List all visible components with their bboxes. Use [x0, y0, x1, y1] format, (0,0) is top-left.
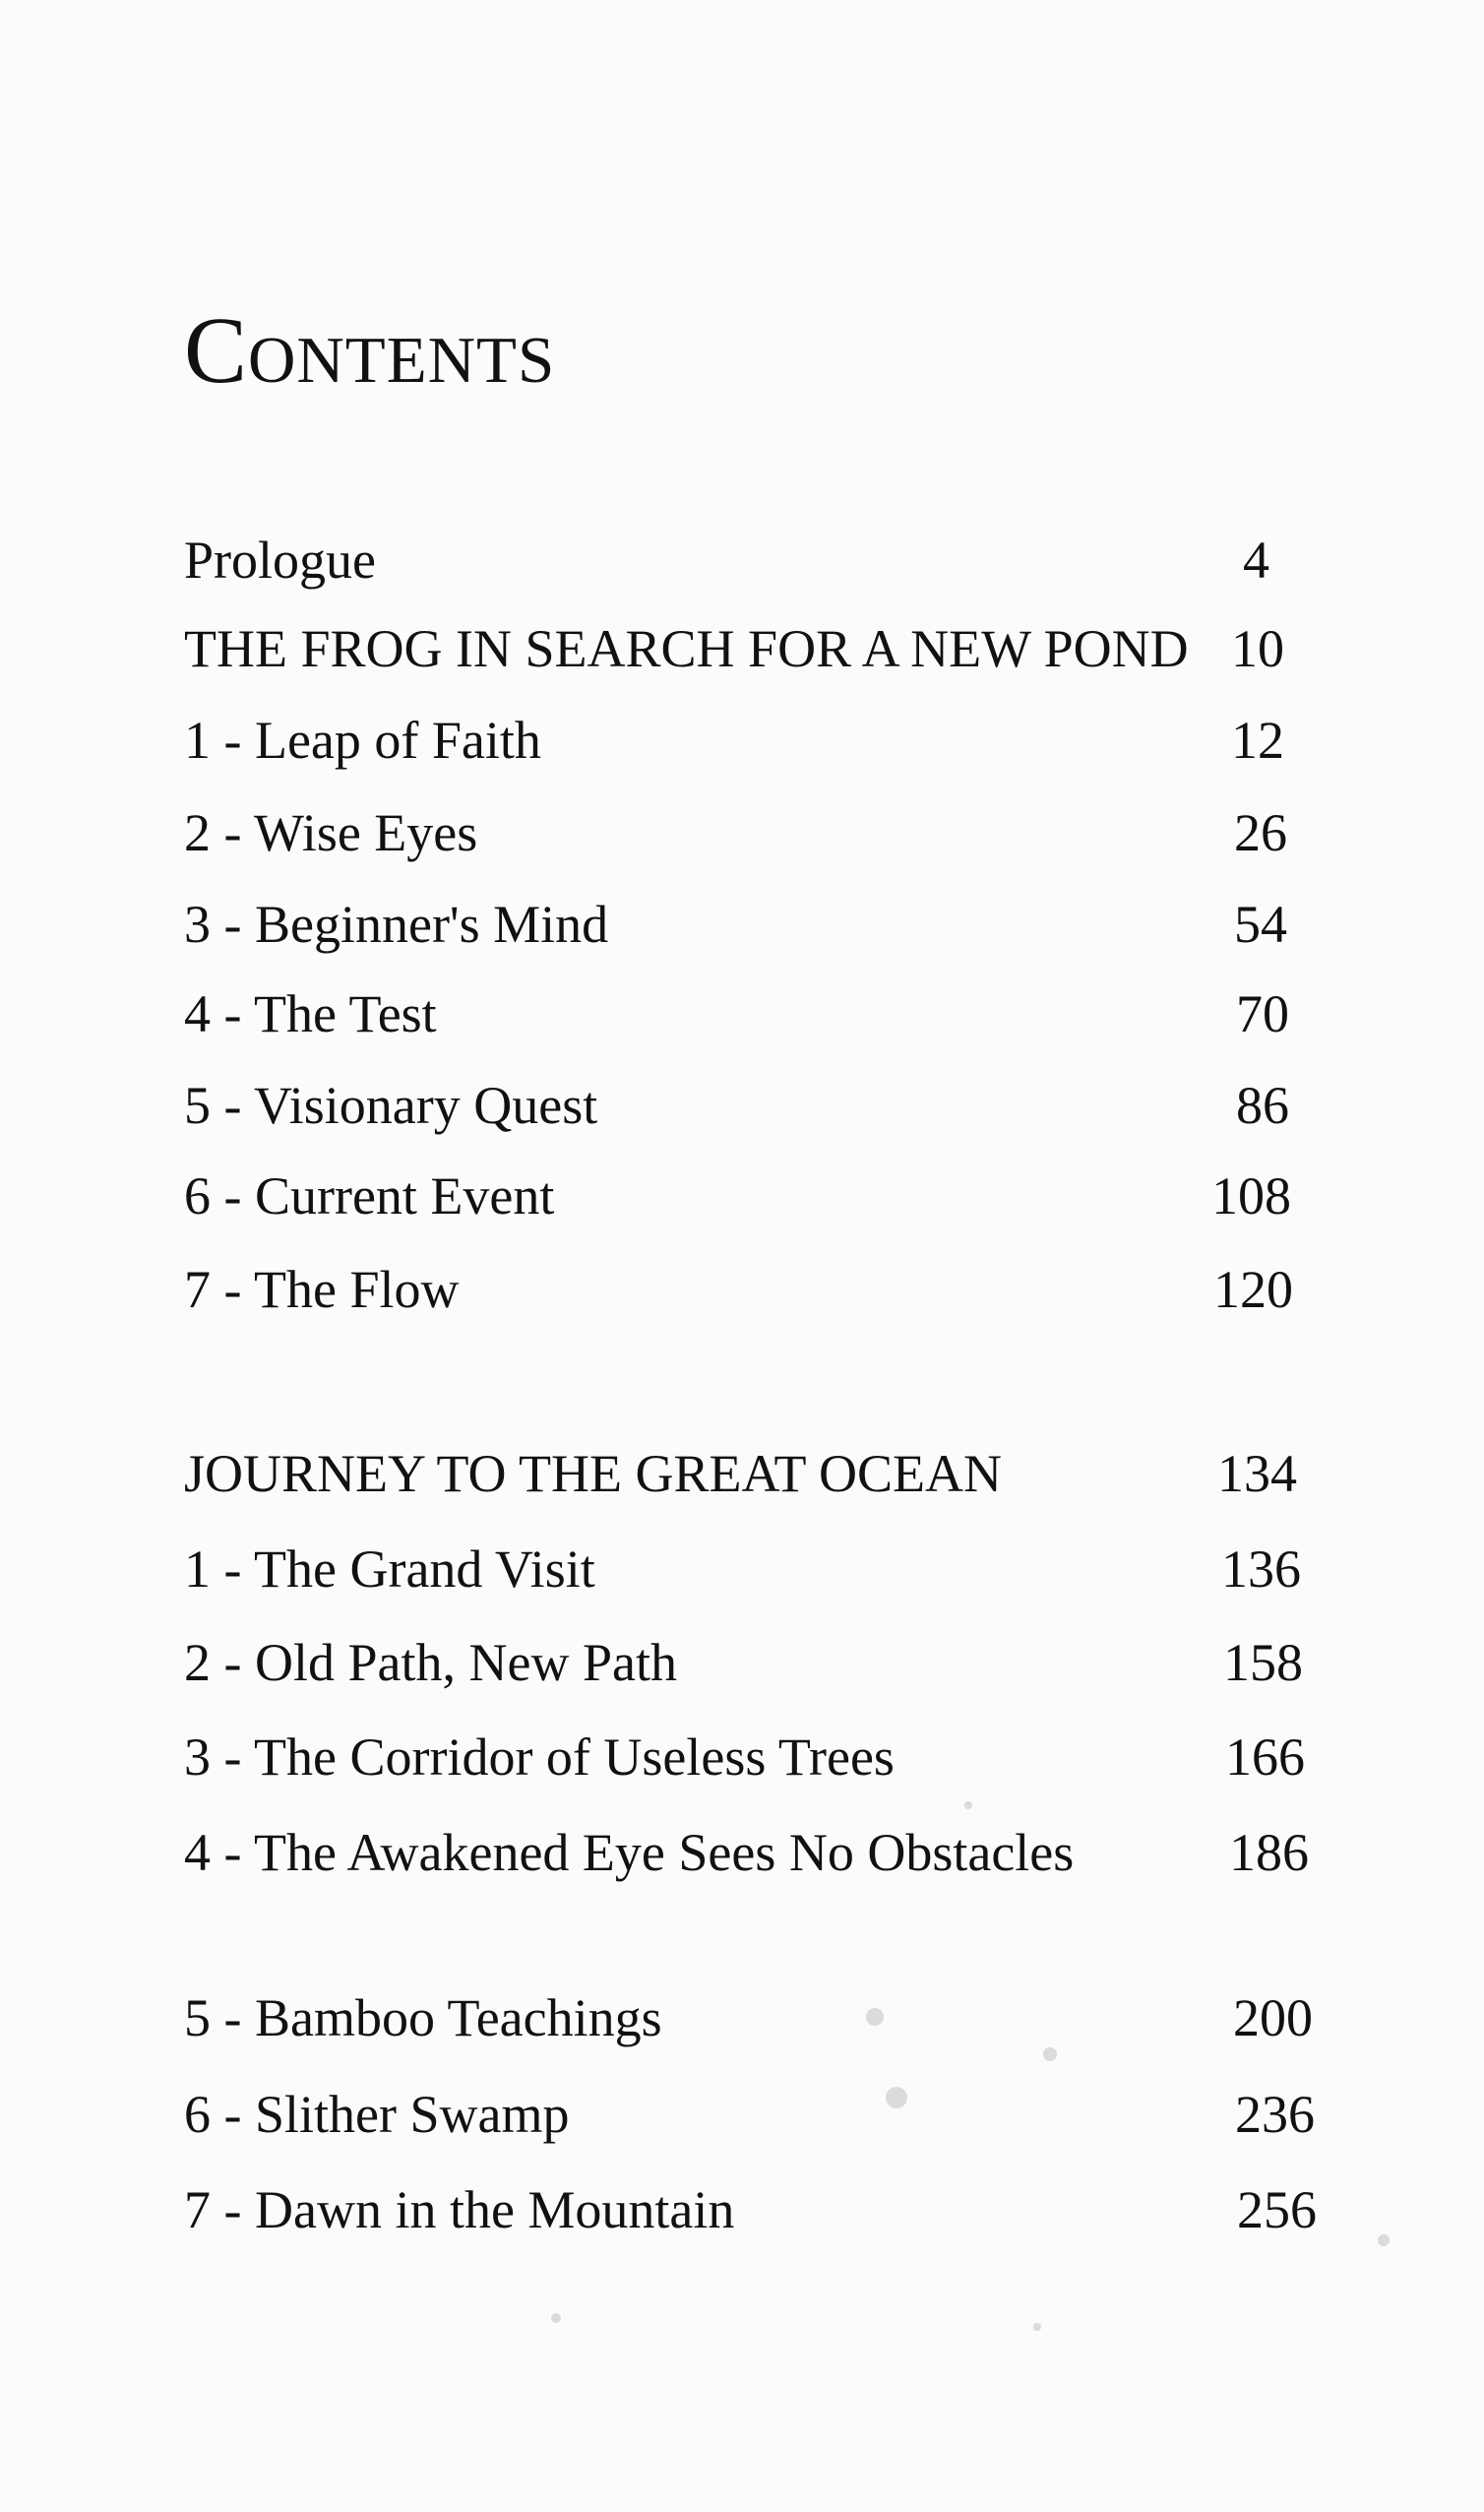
- toc-entry: 5 - Bamboo Teachings 200: [184, 1983, 1313, 2052]
- toc-entry: 3 - The Corridor of Useless Trees 166: [184, 1723, 1305, 1791]
- toc-entry-page: 186: [1229, 1823, 1309, 1882]
- paper-speck: [886, 2087, 907, 2108]
- toc-entry: 5 - Visionary Quest 86: [184, 1071, 1289, 1140]
- paper-speck: [1033, 2323, 1041, 2331]
- toc-entry: 6 - Slither Swamp 236: [184, 2080, 1315, 2149]
- toc-entry-title: 4 - The Awakened Eye Sees No Obstacles: [184, 1823, 1075, 1882]
- toc-entry-page: 12: [1231, 711, 1284, 770]
- toc-entry-title: 7 - Dawn in the Mountain: [184, 2180, 735, 2239]
- toc-entry-title: 6 - Current Event: [184, 1166, 555, 1225]
- toc-entry-page: 108: [1211, 1166, 1291, 1225]
- toc-entry: 2 - Old Path, New Path 158: [184, 1628, 1303, 1697]
- toc-entry-page: 10: [1231, 619, 1284, 678]
- paper-speck: [964, 1801, 972, 1809]
- toc-entry-title: 5 - Visionary Quest: [184, 1076, 598, 1135]
- toc-entry-page: 166: [1225, 1727, 1305, 1787]
- toc-entry-title: 1 - Leap of Faith: [184, 711, 541, 770]
- toc-entry: 7 - Dawn in the Mountain 256: [184, 2175, 1317, 2244]
- toc-entry-title: 3 - The Corridor of Useless Trees: [184, 1727, 895, 1787]
- toc-entry-title: 5 - Bamboo Teachings: [184, 1988, 662, 2047]
- paper-speck: [551, 2313, 561, 2323]
- toc-entry: 4 - The Awakened Eye Sees No Obstacles 18…: [184, 1818, 1309, 1887]
- toc-entry-page: 86: [1236, 1076, 1289, 1135]
- toc-entry: 3 - Beginner's Mind 54: [184, 890, 1287, 959]
- toc-entry-title: 4 - The Test: [184, 984, 437, 1043]
- toc-entry: 1 - The Grand Visit 136: [184, 1535, 1301, 1603]
- paper-speck: [866, 2008, 884, 2026]
- toc-entry-page: 200: [1233, 1988, 1313, 2047]
- toc-entry-page: 120: [1213, 1260, 1293, 1319]
- toc-entry: THE FROG IN SEARCH FOR A NEW POND 10: [184, 614, 1284, 683]
- toc-entry-page: 4: [1243, 531, 1269, 590]
- page-title: Contents: [184, 297, 556, 403]
- toc-entry: 1 - Leap of Faith 12: [184, 706, 1284, 775]
- toc-entry-title: 1 - The Grand Visit: [184, 1539, 595, 1599]
- toc-entry-title: 6 - Slither Swamp: [184, 2085, 570, 2144]
- toc-entry: 6 - Current Event 108: [184, 1162, 1291, 1230]
- toc-entry-page: 70: [1236, 984, 1289, 1043]
- toc-entry: 4 - The Test 70: [184, 979, 1289, 1048]
- toc-entry-page: 256: [1237, 2180, 1317, 2239]
- toc-entry-title: 2 - Wise Eyes: [184, 803, 478, 862]
- toc-entry-page: 136: [1221, 1539, 1301, 1599]
- toc-entry-title: THE FROG IN SEARCH FOR A NEW POND: [184, 619, 1189, 678]
- toc-entry: JOURNEY TO THE GREAT OCEAN 134: [184, 1439, 1297, 1508]
- toc-entry-page: 54: [1234, 895, 1287, 954]
- toc-entry-page: 26: [1234, 803, 1287, 862]
- toc-entry-title: 3 - Beginner's Mind: [184, 895, 609, 954]
- toc-entry-page: 158: [1223, 1633, 1303, 1692]
- toc-entry: Prologue 4: [184, 526, 1269, 595]
- paper-speck: [1378, 2234, 1390, 2246]
- toc-entry: 2 - Wise Eyes 26: [184, 798, 1287, 867]
- toc-entry: 7 - The Flow 120: [184, 1255, 1293, 1324]
- toc-entry-title: 2 - Old Path, New Path: [184, 1633, 677, 1692]
- toc-entry-title: 7 - The Flow: [184, 1260, 460, 1319]
- toc-entry-title: JOURNEY TO THE GREAT OCEAN: [184, 1444, 1003, 1503]
- toc-entry-page: 236: [1235, 2085, 1315, 2144]
- toc-entry-title: Prologue: [184, 531, 376, 590]
- paper-speck: [1043, 2047, 1057, 2061]
- toc-entry-page: 134: [1217, 1444, 1297, 1503]
